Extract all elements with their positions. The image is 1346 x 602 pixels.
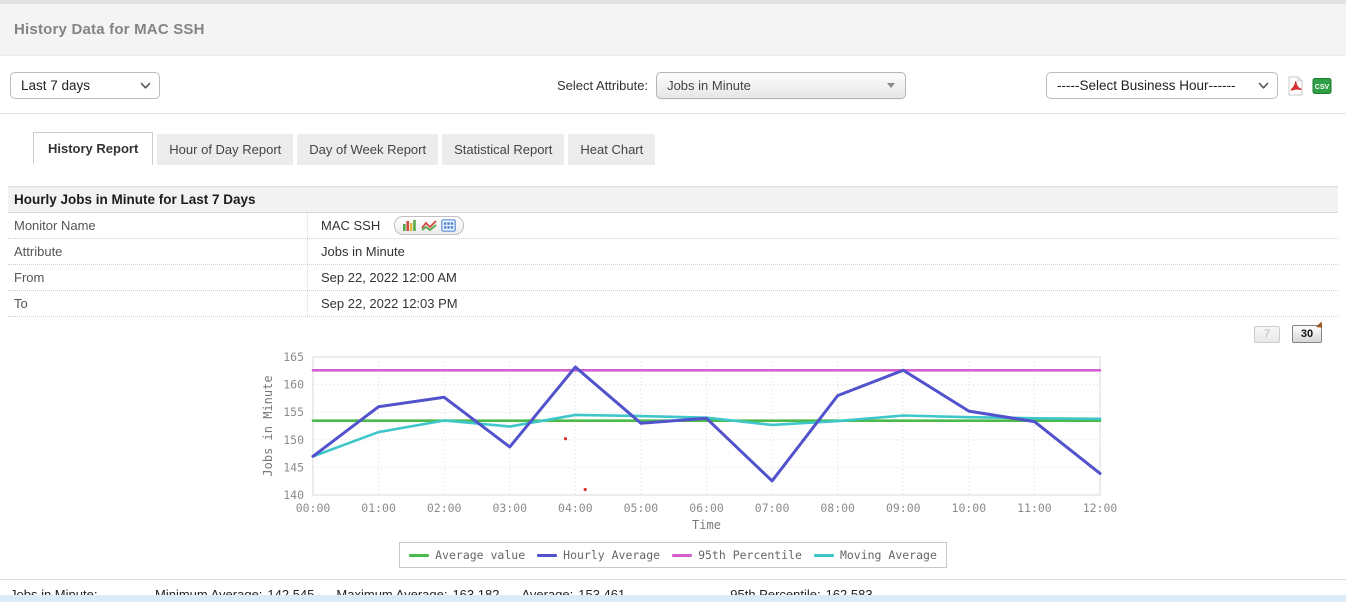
period-flag-icon <box>1315 321 1326 331</box>
y-tick-label: 140 <box>283 488 304 502</box>
business-hour-select[interactable]: -----Select Business Hour------ <box>1046 72 1278 99</box>
tab-day-of-week-report[interactable]: Day of Week Report <box>297 134 439 165</box>
x-tick-label: 11:00 <box>1017 501 1052 515</box>
x-tick-label: 05:00 <box>624 501 659 515</box>
legend-item: Hourly Average <box>537 548 660 562</box>
attribute-group: Select Attribute: Jobs in Minute <box>557 72 907 99</box>
legend-label: Hourly Average <box>563 548 661 562</box>
tab-statistical-report[interactable]: Statistical Report <box>442 134 565 165</box>
x-tick-label: 04:00 <box>558 501 593 515</box>
legend-swatch <box>409 553 430 557</box>
report-table-title: Hourly Jobs in Minute for Last 7 Days <box>8 187 1338 213</box>
x-tick-label: 02:00 <box>427 501 462 515</box>
bar-chart-icon[interactable] <box>402 219 417 232</box>
tab-heat-chart[interactable]: Heat Chart <box>568 134 656 165</box>
y-tick-label: 145 <box>283 460 304 474</box>
top-strip <box>0 0 1346 4</box>
row-value: Jobs in Minute <box>321 244 405 259</box>
outlier-point <box>583 487 587 492</box>
legend-label: Average value <box>435 548 526 562</box>
table-row: To Sep 22, 2022 12:03 PM <box>8 291 1338 317</box>
attribute-select[interactable]: Jobs in Minute <box>656 72 907 99</box>
legend-swatch <box>537 553 558 557</box>
y-axis-title: Jobs in Minute <box>261 375 275 476</box>
report-summary-table: Hourly Jobs in Minute for Last 7 Days Mo… <box>8 186 1338 317</box>
row-value: Sep 22, 2022 12:00 AM <box>321 270 457 285</box>
row-label: Attribute <box>8 239 308 264</box>
pdf-export-icon[interactable] <box>1285 75 1305 96</box>
page-header: History Data for MAC SSH <box>0 4 1346 56</box>
x-tick-label: 08:00 <box>820 501 855 515</box>
x-tick-label: 06:00 <box>689 501 724 515</box>
time-range-select[interactable]: Last 7 days <box>10 72 160 99</box>
period-30-days-button[interactable]: 30 <box>1292 321 1326 343</box>
time-range-value: Last 7 days <box>21 78 91 93</box>
table-row: Monitor Name MAC SSH <box>8 213 1338 239</box>
period-7-days-button[interactable]: 7 <box>1254 325 1280 343</box>
toolbar-right-group: -----Select Business Hour------ CSV <box>1046 72 1332 99</box>
chart-legend: Average value Hourly Average 95th Percen… <box>399 542 947 568</box>
x-tick-label: 01:00 <box>361 501 396 515</box>
series-hourly-average-line <box>311 365 1102 483</box>
legend-label: 95th Percentile <box>698 548 802 562</box>
attribute-label: Select Attribute: <box>557 78 649 93</box>
row-label: To <box>8 291 308 316</box>
attribute-value: Jobs in Minute <box>667 78 751 93</box>
chart-area: 140 145 150 155 160 165 00:00 01:00 02:00 03:00 04… <box>0 345 1346 568</box>
row-value: Sep 22, 2022 12:03 PM <box>321 296 458 311</box>
y-tick-label: 165 <box>283 350 304 364</box>
tab-hour-of-day-report[interactable]: Hour of Day Report <box>157 134 294 165</box>
svg-text:CSV: CSV <box>1315 84 1330 91</box>
page-title: History Data for MAC SSH <box>14 21 205 38</box>
x-tick-label: 00:00 <box>296 501 331 515</box>
x-tick-label: 12:00 <box>1083 501 1118 515</box>
y-tick-label: 160 <box>283 378 304 392</box>
legend-item: Average value <box>409 548 525 562</box>
chevron-down-icon <box>1258 82 1269 89</box>
plot-border <box>312 356 1101 496</box>
report-tabs: History Report Hour of Day Report Day of… <box>33 132 1346 165</box>
table-view-icon[interactable] <box>441 219 457 232</box>
outlier-point <box>563 437 568 441</box>
dropdown-arrow-icon <box>887 83 896 88</box>
legend-item: Moving Average <box>813 548 937 562</box>
x-tick-label: 03:00 <box>492 501 527 515</box>
csv-export-icon[interactable]: CSV <box>1312 76 1332 96</box>
x-tick-label: 07:00 <box>755 501 790 515</box>
legend-swatch <box>672 553 693 557</box>
chevron-down-icon <box>140 82 151 89</box>
period-buttons: 7 30 <box>0 317 1346 345</box>
y-tick-label: 150 <box>283 433 304 447</box>
legend-label: Moving Average <box>839 548 937 562</box>
x-tick-label: 10:00 <box>952 501 987 515</box>
x-tick-label: 09:00 <box>886 501 921 515</box>
legend-item: 95th Percentile <box>672 548 802 562</box>
table-row: From Sep 22, 2022 12:00 AM <box>8 265 1338 291</box>
monitor-view-switcher[interactable] <box>394 216 465 235</box>
monitor-name: MAC SSH <box>321 218 381 233</box>
row-value: MAC SSH <box>308 216 465 235</box>
history-chart: 140 145 150 155 160 165 00:00 01:00 02:00 03:00 04… <box>261 350 1118 532</box>
legend-swatch <box>813 553 834 557</box>
tab-history-report[interactable]: History Report <box>33 132 154 165</box>
bottom-strip <box>0 595 1346 602</box>
x-axis-title: Time <box>692 518 721 532</box>
y-tick-label: 155 <box>283 405 304 419</box>
line-chart-icon[interactable] <box>421 219 437 232</box>
toolbar: Last 7 days Select Attribute: Jobs in Mi… <box>0 56 1346 114</box>
business-hour-value: -----Select Business Hour------ <box>1057 78 1236 93</box>
table-row: Attribute Jobs in Minute <box>8 239 1338 265</box>
row-label: Monitor Name <box>8 213 308 238</box>
row-label: From <box>8 265 308 290</box>
